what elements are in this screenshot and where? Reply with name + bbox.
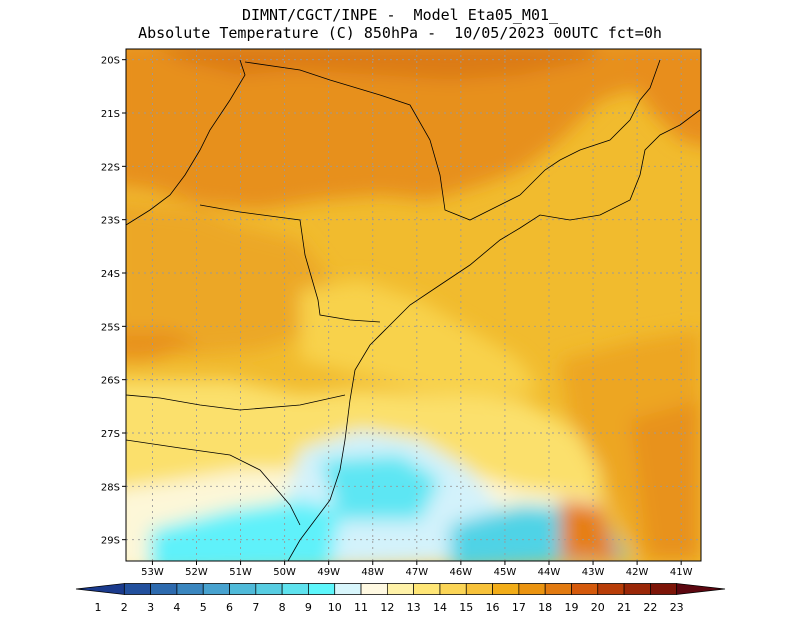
- lat-tick-label: 22S: [101, 162, 120, 173]
- colorbar-swatch: [650, 583, 678, 595]
- lon-tick-label: 45W: [494, 567, 517, 578]
- colorbar-label: 7: [252, 601, 259, 614]
- lon-tick-label: 48W: [361, 567, 384, 578]
- colorbar-swatch: [123, 583, 151, 595]
- lon-tick-label: 41W: [670, 567, 693, 578]
- lat-tick-label: 21S: [101, 109, 120, 120]
- colorbar-swatch: [360, 583, 388, 595]
- lat-tick-label: 23S: [101, 216, 120, 227]
- colorbar-label: 9: [305, 601, 312, 614]
- map-title: DIMNT/CGCT/INPE - Model Eta05_M01_: [241, 6, 559, 24]
- colorbar-label: 1: [95, 601, 102, 614]
- colorbar-label: 14: [433, 601, 447, 614]
- colorbar-label: 17: [512, 601, 526, 614]
- lat-tick-label: 20S: [101, 56, 120, 67]
- colorbar: 1 2 3 4 5 6 7 8 9 10 11 12 13 14 15 16 17 18 19 20 21 22 23: [75, 583, 726, 614]
- lon-tick-label: 47W: [405, 567, 428, 578]
- lat-tick-label: 28S: [101, 482, 120, 493]
- colorbar-label: 21: [617, 601, 631, 614]
- colorbar-swatch: [676, 583, 726, 595]
- colorbar-label: 8: [279, 601, 286, 614]
- colorbar-label: 6: [226, 601, 233, 614]
- lon-tick-label: 44W: [538, 567, 561, 578]
- lat-axis: 20S 21S 22S 23S 24S 25S 26S 27S 28S 29S: [101, 56, 126, 547]
- colorbar-label: 12: [380, 601, 394, 614]
- lat-tick-label: 25S: [101, 322, 120, 333]
- map-frame: [125, 48, 702, 562]
- colorbar-swatch: [492, 583, 520, 595]
- colorbar-swatch: [465, 583, 493, 595]
- colorbar-swatch: [75, 583, 125, 595]
- lat-tick-label: 27S: [101, 429, 120, 440]
- colorbar-label: 3: [147, 601, 154, 614]
- lon-tick-label: 43W: [582, 567, 605, 578]
- colorbar-swatch: [544, 583, 572, 595]
- lat-tick-label: 29S: [101, 536, 120, 547]
- temperature-field: [126, 49, 701, 561]
- coastline-borders: [126, 59, 701, 561]
- lon-tick-label: 51W: [229, 567, 252, 578]
- lat-tick-label: 26S: [101, 376, 120, 387]
- lon-axis: 53W 52W 51W 50W 49W 48W 47W 46W 45W 44W 43W 42W 41W: [141, 561, 693, 578]
- colorbar-swatch: [413, 583, 441, 595]
- lon-tick-label: 46W: [450, 567, 473, 578]
- colorbar-swatch: [439, 583, 467, 595]
- colorbar-swatch: [308, 583, 336, 595]
- colorbar-swatch: [229, 583, 257, 595]
- gridlines: [126, 49, 701, 561]
- colorbar-label: 22: [643, 601, 657, 614]
- colorbar-label: 5: [200, 601, 207, 614]
- colorbar-label: 20: [591, 601, 605, 614]
- lat-tick-label: 24S: [101, 269, 120, 280]
- colorbar-label: 19: [564, 601, 578, 614]
- colorbar-swatch: [386, 583, 415, 595]
- colorbar-swatch: [202, 583, 230, 595]
- colorbar-swatch: [334, 583, 362, 595]
- lon-tick-label: 42W: [626, 567, 649, 578]
- map-subtitle: Absolute Temperature (C) 850hPa - 10/05/…: [138, 24, 662, 42]
- colorbar-swatch: [150, 583, 178, 595]
- colorbar-swatch: [176, 583, 204, 595]
- colorbar-label: 11: [354, 601, 368, 614]
- colorbar-swatch: [518, 583, 546, 595]
- lon-tick-label: 50W: [273, 567, 296, 578]
- lon-tick-label: 49W: [317, 567, 340, 578]
- colorbar-label: 23: [670, 601, 684, 614]
- colorbar-label: 4: [173, 601, 180, 614]
- lon-tick-label: 53W: [141, 567, 164, 578]
- colorbar-label: 13: [407, 601, 421, 614]
- colorbar-swatch: [571, 583, 599, 595]
- colorbar-label: 18: [538, 601, 552, 614]
- colorbar-swatch: [623, 583, 651, 595]
- colorbar-swatch: [597, 583, 625, 595]
- colorbar-swatch: [281, 583, 309, 595]
- colorbar-label: 15: [459, 601, 473, 614]
- lon-tick-label: 52W: [185, 567, 208, 578]
- colorbar-swatch: [255, 583, 283, 595]
- colorbar-label: 16: [486, 601, 500, 614]
- colorbar-label: 10: [328, 601, 342, 614]
- colorbar-label: 2: [121, 601, 128, 614]
